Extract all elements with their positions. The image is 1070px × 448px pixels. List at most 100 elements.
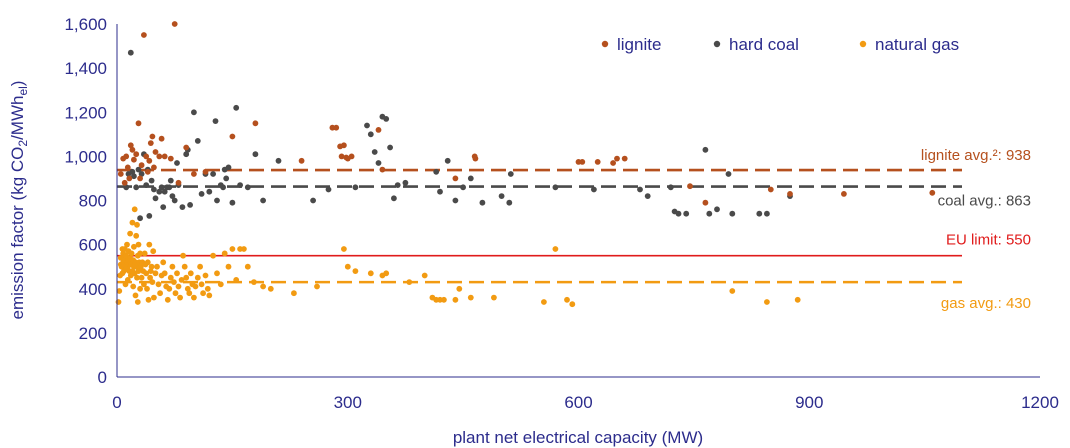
- point-lignite: [787, 191, 793, 197]
- series-hard-coal: [123, 49, 793, 222]
- point-natural-gas: [204, 285, 211, 292]
- point-lignite: [929, 189, 936, 196]
- point-hard-coal: [437, 188, 443, 195]
- axes: [116, 24, 1040, 378]
- point-hard-coal: [467, 175, 474, 182]
- point-natural-gas: [172, 290, 179, 297]
- point-natural-gas: [186, 290, 193, 297]
- point-natural-gas: [122, 281, 129, 288]
- point-lignite: [252, 120, 259, 127]
- point-natural-gas: [133, 263, 140, 270]
- point-natural-gas: [341, 246, 347, 252]
- point-natural-gas: [406, 279, 413, 285]
- y-tick-label: 400: [79, 280, 107, 299]
- point-hard-coal: [152, 195, 159, 202]
- point-hard-coal: [756, 210, 763, 217]
- point-hard-coal: [133, 184, 140, 191]
- point-hard-coal: [146, 213, 153, 219]
- point-hard-coal: [371, 149, 378, 155]
- point-hard-coal: [591, 186, 597, 193]
- point-natural-gas: [314, 283, 320, 290]
- point-hard-coal: [310, 197, 316, 204]
- point-hard-coal: [364, 122, 370, 129]
- y-tick-label: 1,600: [64, 15, 107, 34]
- reference-lines: [117, 168, 962, 284]
- legend-marker-lignite: [601, 40, 609, 48]
- point-hard-coal: [367, 131, 374, 138]
- point-natural-gas: [202, 272, 209, 279]
- point-natural-gas: [143, 270, 150, 277]
- point-natural-gas: [187, 270, 194, 277]
- point-hard-coal: [187, 202, 194, 208]
- point-natural-gas: [155, 281, 162, 288]
- point-natural-gas: [467, 294, 474, 301]
- point-natural-gas: [198, 281, 205, 288]
- point-natural-gas: [491, 294, 497, 301]
- point-natural-gas: [383, 270, 390, 277]
- point-natural-gas: [151, 294, 157, 301]
- point-hard-coal: [148, 177, 155, 184]
- point-hard-coal: [325, 186, 332, 193]
- point-hard-coal: [135, 166, 142, 173]
- point-natural-gas: [164, 296, 171, 303]
- point-lignite: [171, 21, 178, 27]
- reference-label-eu-limit: EU limit: 550: [946, 232, 1031, 249]
- point-lignite: [338, 153, 345, 160]
- point-natural-gas: [456, 285, 463, 292]
- point-natural-gas: [225, 263, 232, 270]
- point-hard-coal: [498, 193, 505, 200]
- point-natural-gas: [124, 277, 131, 283]
- point-hard-coal: [127, 49, 134, 56]
- point-natural-gas: [794, 296, 801, 303]
- tick-labels: 0 200 400 600 800 1,000 1,200 1,400 1,600 0 300 600…: [64, 15, 1058, 412]
- y-tick-label: 0: [98, 368, 107, 387]
- point-hard-coal: [479, 199, 486, 206]
- point-natural-gas: [141, 281, 147, 288]
- point-hard-coal: [129, 168, 136, 175]
- point-lignite: [687, 183, 693, 190]
- point-lignite: [121, 179, 128, 186]
- point-lignite: [191, 171, 197, 177]
- point-natural-gas: [134, 274, 140, 281]
- y-tick-label: 1,400: [64, 59, 107, 78]
- point-natural-gas: [764, 299, 770, 305]
- point-lignite: [117, 171, 124, 177]
- point-natural-gas: [150, 248, 157, 255]
- y-axis-title: emission factor (kg CO2/MWhel): [8, 81, 30, 320]
- y-tick-label: 800: [79, 192, 107, 211]
- point-natural-gas: [200, 290, 207, 297]
- point-hard-coal: [352, 184, 359, 191]
- point-natural-gas: [157, 290, 164, 297]
- point-hard-coal: [433, 168, 440, 175]
- point-lignite: [126, 175, 133, 182]
- point-natural-gas: [137, 250, 144, 257]
- point-lignite: [452, 175, 459, 182]
- point-natural-gas: [154, 263, 160, 270]
- point-hard-coal: [123, 184, 130, 191]
- point-natural-gas: [160, 259, 167, 266]
- point-natural-gas: [167, 274, 174, 281]
- point-hard-coal: [206, 188, 213, 195]
- point-natural-gas: [260, 283, 266, 290]
- legend-marker-hard-coal: [713, 40, 721, 48]
- point-natural-gas: [129, 219, 136, 226]
- point-natural-gas: [174, 270, 180, 277]
- point-natural-gas: [233, 277, 240, 283]
- point-lignite: [131, 156, 137, 163]
- point-hard-coal: [383, 116, 390, 122]
- legend-label-natural-gas: natural gas: [875, 35, 959, 54]
- point-hard-coal: [507, 171, 514, 177]
- point-hard-coal: [194, 138, 201, 144]
- point-hard-coal: [160, 204, 167, 211]
- point-hard-coal: [252, 151, 259, 158]
- point-hard-coal: [225, 164, 232, 171]
- point-lignite: [472, 155, 479, 162]
- point-natural-gas: [171, 279, 177, 285]
- legend-item-natural-gas: natural gas: [859, 35, 959, 54]
- point-lignite: [124, 164, 131, 171]
- point-natural-gas: [197, 263, 204, 270]
- point-natural-gas: [135, 241, 142, 248]
- point-hard-coal: [171, 197, 178, 204]
- point-hard-coal: [637, 186, 643, 193]
- data-points: [115, 21, 936, 308]
